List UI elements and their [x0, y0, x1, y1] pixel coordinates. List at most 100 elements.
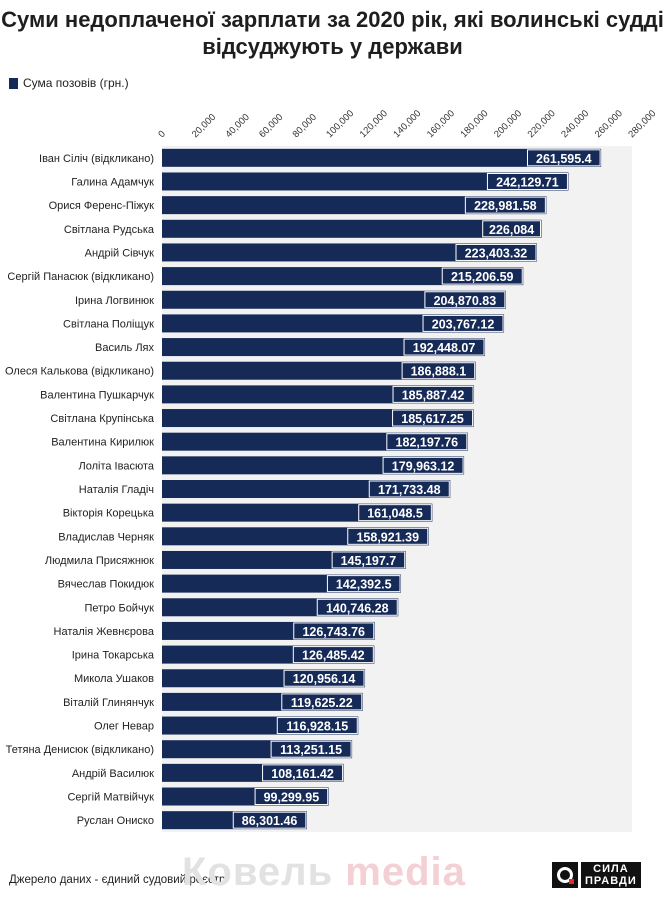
- value-label-bg: [368, 480, 450, 498]
- value-label-bg: [464, 196, 546, 214]
- value-label: 140,746.28: [326, 601, 389, 615]
- bar: [162, 219, 542, 238]
- bar: [162, 361, 476, 380]
- logo-text: СИЛА ПРАВДИ: [581, 862, 641, 888]
- value-label-bg: [316, 598, 398, 616]
- category-label: Лоліта Івасюта: [79, 460, 155, 472]
- value-label: 116,928.15: [286, 720, 348, 734]
- category-label: Іван Сіліч (відкликано): [39, 153, 154, 165]
- value-label: 86,301.46: [242, 814, 298, 828]
- x-tick-label: 80,000: [291, 112, 319, 140]
- value-label: 120,956.14: [293, 672, 356, 686]
- value-label: 226,084: [489, 223, 534, 237]
- bar: [162, 314, 505, 333]
- value-label-bg: [270, 740, 352, 758]
- category-label: Тетяна Денисюк (відкликано): [6, 744, 154, 756]
- value-label-bg: [455, 243, 537, 261]
- x-tick-label: 120,000: [358, 108, 390, 140]
- value-label: 203,767.12: [432, 317, 495, 331]
- value-label: 228,981.58: [474, 199, 537, 213]
- data-source-note: Джерело даних - єдиний судовий реєстр: [9, 874, 226, 886]
- value-label-bg: [262, 764, 344, 782]
- x-tick-label: 0: [156, 129, 168, 141]
- category-label: Вікторія Корецька: [63, 508, 155, 520]
- value-label: 185,617.25: [401, 412, 464, 426]
- x-tick-label: 60,000: [257, 112, 285, 140]
- category-label: Вячеслав Покидюк: [58, 579, 155, 591]
- category-label: Сергій Панасюк (відкликано): [7, 271, 154, 283]
- value-label-bg: [283, 669, 365, 687]
- category-label: Олег Невар: [94, 721, 154, 733]
- bar: [162, 172, 569, 191]
- value-label: 119,625.22: [291, 696, 353, 710]
- legend-label: Сума позовів (грн.): [23, 76, 129, 90]
- value-label-bg: [292, 646, 374, 664]
- bar: [162, 196, 547, 215]
- value-label: 126,743.76: [302, 625, 365, 639]
- category-label: Віталій Глинянчук: [63, 697, 154, 709]
- x-tick-label: 40,000: [223, 112, 251, 140]
- category-label: Світлана Поліщук: [63, 318, 154, 330]
- value-label: 186,888.1: [411, 365, 467, 379]
- value-label-bg: [326, 575, 401, 593]
- category-label: Петро Бойчук: [84, 602, 154, 614]
- value-label-bg: [424, 291, 506, 309]
- value-label-bg: [358, 504, 432, 522]
- value-label: 179,963.12: [392, 459, 455, 473]
- value-label: 192,448.07: [413, 341, 476, 355]
- bar: [162, 290, 506, 309]
- value-label-bg: [527, 149, 601, 167]
- value-label: 215,206.59: [451, 270, 514, 284]
- value-label-bg: [401, 362, 476, 380]
- x-tick-label: 160,000: [425, 108, 457, 140]
- category-label: Орися Ференс-Піжук: [49, 200, 155, 212]
- category-label: Ірина Токарська: [72, 650, 155, 662]
- value-label-bg: [382, 456, 464, 474]
- value-label-bg: [403, 338, 485, 356]
- value-label-bg: [392, 409, 474, 427]
- value-label-bg: [482, 220, 541, 238]
- value-label: 204,870.83: [434, 294, 497, 308]
- category-label: Андрій Василюк: [72, 768, 154, 780]
- value-label: 158,921.39: [356, 530, 419, 544]
- x-tick-label: 20,000: [190, 112, 218, 140]
- x-tick-label: 140,000: [391, 108, 423, 140]
- category-label: Галина Адамчук: [71, 176, 154, 188]
- bar: [162, 148, 602, 167]
- x-tick-label: 180,000: [458, 108, 490, 140]
- sila-pravdy-logo: СИЛА ПРАВДИ: [552, 862, 641, 888]
- logo-mark-icon: [552, 862, 578, 888]
- category-label: Наталія Жевнєрова: [54, 626, 155, 638]
- value-label: 182,197.76: [396, 436, 459, 450]
- value-label: 108,161.42: [271, 767, 334, 781]
- x-tick-label: 240,000: [559, 108, 591, 140]
- value-label-bg: [486, 172, 568, 190]
- value-label-bg: [392, 385, 474, 403]
- value-label: 142,392.5: [336, 578, 392, 592]
- value-label: 261,595.4: [536, 152, 592, 166]
- category-label: Олеся Калькова (відкликано): [5, 366, 154, 378]
- value-label: 99,299.95: [264, 791, 320, 805]
- category-label: Валентина Кирилюк: [51, 437, 154, 449]
- category-label: Світлана Крупінська: [50, 413, 154, 425]
- value-label: 126,485.42: [302, 649, 365, 663]
- legend-swatch: [9, 77, 18, 89]
- value-label: 145,197.7: [341, 554, 397, 568]
- category-label: Світлана Рудська: [64, 224, 155, 236]
- category-label: Сергій Матвійчук: [67, 792, 154, 804]
- value-label: 185,887.42: [402, 388, 465, 402]
- value-label: 242,129.71: [496, 175, 559, 189]
- x-tick-label: 200,000: [492, 108, 524, 140]
- value-label-bg: [441, 267, 523, 285]
- category-label: Андрій Сівчук: [85, 247, 155, 259]
- value-label-bg: [232, 811, 307, 829]
- x-tick-label: 260,000: [593, 108, 625, 140]
- watermark-logo: Ковель media: [182, 850, 466, 894]
- value-label: 113,251.15: [280, 743, 342, 757]
- category-label: Людмила Присяжнюк: [45, 555, 154, 567]
- category-label: Владислав Черняк: [58, 531, 154, 543]
- x-tick-label: 220,000: [526, 108, 558, 140]
- category-label: Наталія Гладіч: [79, 484, 154, 496]
- value-label-bg: [281, 693, 363, 711]
- value-label: 223,403.32: [465, 246, 528, 260]
